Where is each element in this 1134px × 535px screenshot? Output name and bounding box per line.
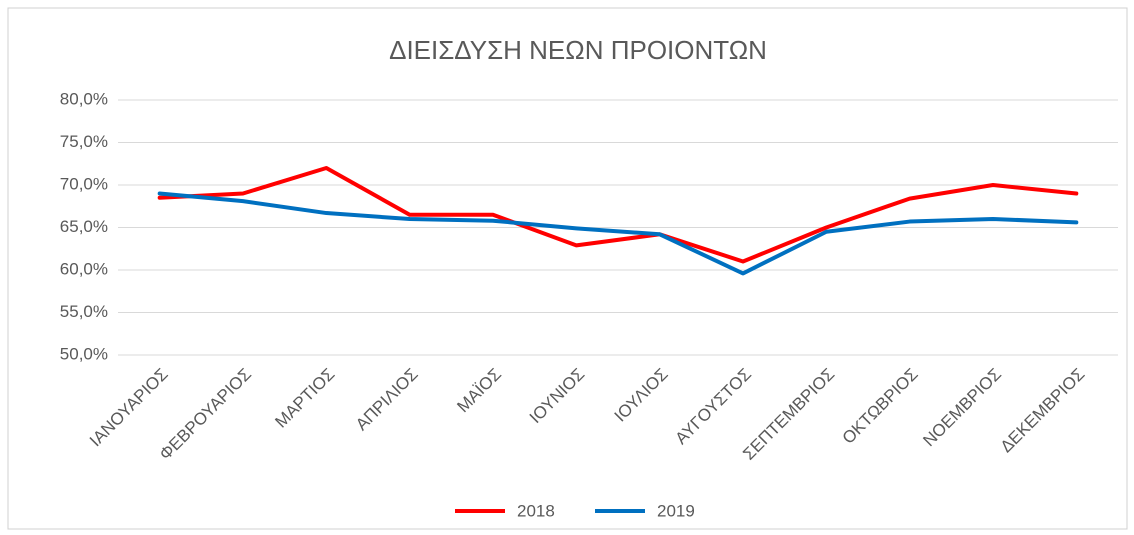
y-tick-label: 75,0% xyxy=(60,132,108,151)
legend-label: 2018 xyxy=(517,501,555,520)
chart-title: ΔΙΕΙΣΔΥΣΗ ΝΕΩΝ ΠΡΟΙΟΝΤΩΝ xyxy=(389,35,767,65)
y-tick-label: 55,0% xyxy=(60,302,108,321)
series-line xyxy=(157,191,1079,276)
series-line xyxy=(157,166,1079,264)
chart-border xyxy=(7,7,1128,530)
y-tick-label: 70,0% xyxy=(60,174,108,193)
y-tick-label: 60,0% xyxy=(60,259,108,278)
y-tick-label: 50,0% xyxy=(60,344,108,363)
y-tick-label: 80,0% xyxy=(60,89,108,108)
y-tick-label: 65,0% xyxy=(60,217,108,236)
legend-label: 2019 xyxy=(657,501,695,520)
